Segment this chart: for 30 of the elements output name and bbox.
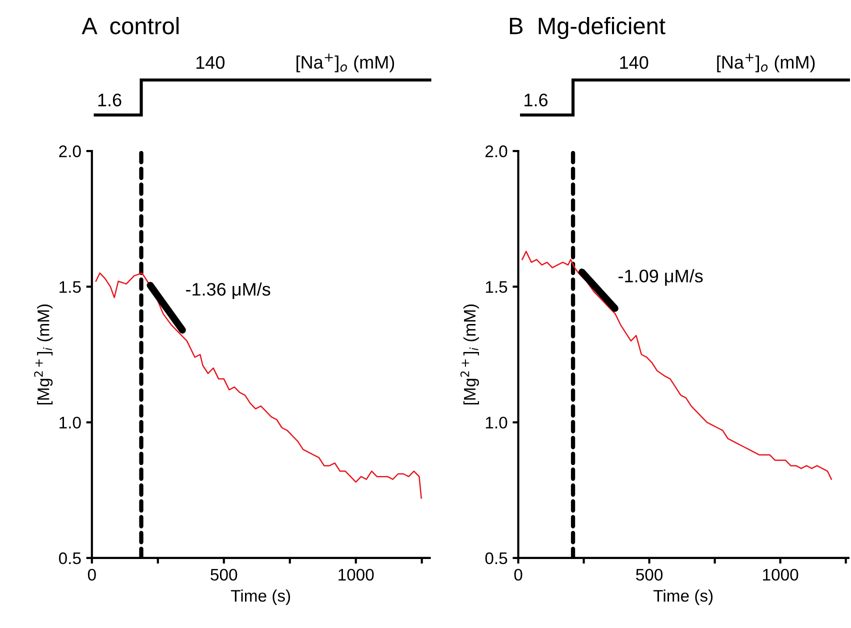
- text: 140: [196, 56, 225, 69]
- line-series: [522, 250, 832, 480]
- text: [Na$^{+}$]$_{o}$ (mM): [717, 54, 815, 72]
- y-axis-title: [Mg$^{2+}$]$_{i}$ (mM): [460, 304, 479, 404]
- y-tick-label: 0.5: [58, 552, 81, 564]
- y-tick-label: 1.5: [60, 281, 81, 293]
- x-axis-title: Time (s): [653, 589, 713, 606]
- y-tick-label: 1.0: [60, 416, 81, 429]
- annotation: -1.36 μM/s: [186, 282, 270, 300]
- y-tick-label: 2.0: [486, 145, 508, 158]
- x-tick-label: 500: [636, 568, 663, 581]
- x-tick-label: 1000: [338, 568, 374, 581]
- text: [Na$^{+}$]$_{o}$ (mM): [296, 54, 394, 72]
- x-tick-label: 0: [88, 568, 96, 581]
- text: 1.6: [524, 94, 548, 106]
- x-tick-label: 1000: [763, 568, 798, 581]
- x-tick-label: 0: [514, 568, 522, 581]
- y-tick-label: 1.5: [486, 281, 508, 293]
- y-axis-title: [Mg$^{2+}$]$_{i}$ (mM): [34, 304, 53, 404]
- text: 140: [620, 56, 648, 69]
- y-tick-label: 2.0: [59, 145, 81, 158]
- line-series: [95, 272, 422, 499]
- y-tick-label: 0.5: [485, 552, 508, 564]
- x-axis-title: Time (s): [230, 589, 290, 606]
- chart-title: A control: [82, 16, 179, 34]
- text: 1.6: [98, 94, 122, 106]
- y-tick-label: 1.0: [486, 416, 508, 429]
- annotation: -1.09 μM/s: [618, 269, 703, 286]
- chart-title: B Mg-deficient: [510, 16, 666, 40]
- x-tick-label: 500: [210, 568, 238, 581]
